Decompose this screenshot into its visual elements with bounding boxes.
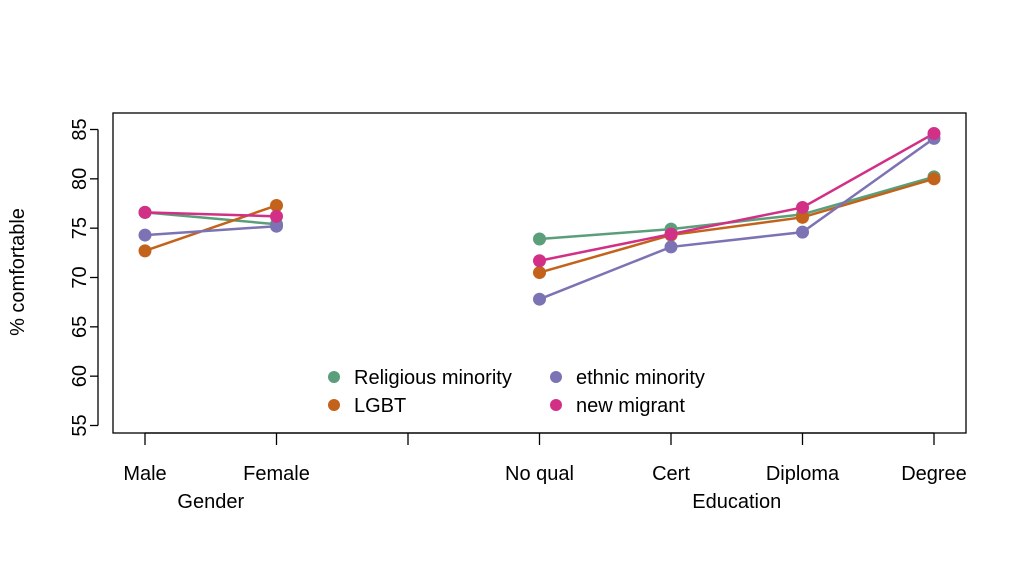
data-point	[664, 240, 678, 254]
data-point	[927, 126, 941, 140]
series-line	[144, 211, 277, 226]
y-axis: 55 60 65 70 75 80 85	[69, 118, 99, 437]
data-point	[533, 254, 546, 268]
x-tick-label: Male	[123, 463, 166, 485]
data-point	[533, 266, 546, 280]
x-tick-label: Degree	[901, 463, 967, 485]
legend-marker	[550, 399, 562, 411]
data-point	[270, 209, 283, 223]
series-line	[144, 204, 277, 253]
y-tick-label: 75	[69, 217, 91, 239]
y-tick-label: 55	[69, 414, 91, 436]
data-point	[796, 210, 809, 224]
data-point	[533, 292, 546, 306]
y-axis-title: % comfortable	[7, 208, 29, 336]
series-line	[144, 211, 277, 218]
data-point	[270, 198, 283, 212]
series-line	[539, 132, 935, 262]
legend-label: ethnic minority	[576, 367, 705, 389]
y-tick-label: 85	[69, 118, 91, 140]
data-point	[138, 205, 152, 219]
x-tick-label: Female	[243, 463, 310, 485]
series-lines	[144, 132, 935, 301]
data-point	[796, 225, 809, 239]
series-points	[138, 126, 941, 306]
data-point	[138, 244, 152, 258]
x-tick-label: Cert	[652, 463, 690, 485]
data-point	[796, 200, 809, 214]
legend-marker	[550, 371, 562, 383]
y-tick-label: 60	[69, 365, 91, 387]
data-point	[664, 227, 678, 241]
legend-marker	[328, 399, 340, 411]
data-point	[533, 232, 546, 246]
y-tick-label: 65	[69, 316, 91, 338]
legend: Religious minority LGBT ethnic minority new…	[328, 367, 705, 417]
series-line	[539, 177, 935, 274]
legend-label: Religious minority	[354, 367, 512, 389]
x-tick-label: No qual	[505, 463, 574, 485]
data-point	[927, 172, 941, 186]
series-line	[144, 224, 277, 237]
y-tick-label: 80	[69, 168, 91, 190]
data-point	[270, 219, 283, 233]
series-line	[539, 175, 935, 241]
data-point	[138, 228, 152, 242]
legend-label: LGBT	[354, 395, 406, 417]
x-group-title: Education	[692, 491, 781, 513]
legend-marker	[328, 371, 340, 383]
legend-label: new migrant	[576, 395, 685, 417]
y-tick-label: 70	[69, 266, 91, 288]
x-tick-label: Diploma	[766, 463, 840, 485]
series-line	[539, 137, 935, 301]
x-group-title: Gender	[177, 491, 244, 513]
x-axis: Male Female Gender No qual Cert Diploma Degree…	[123, 432, 967, 513]
